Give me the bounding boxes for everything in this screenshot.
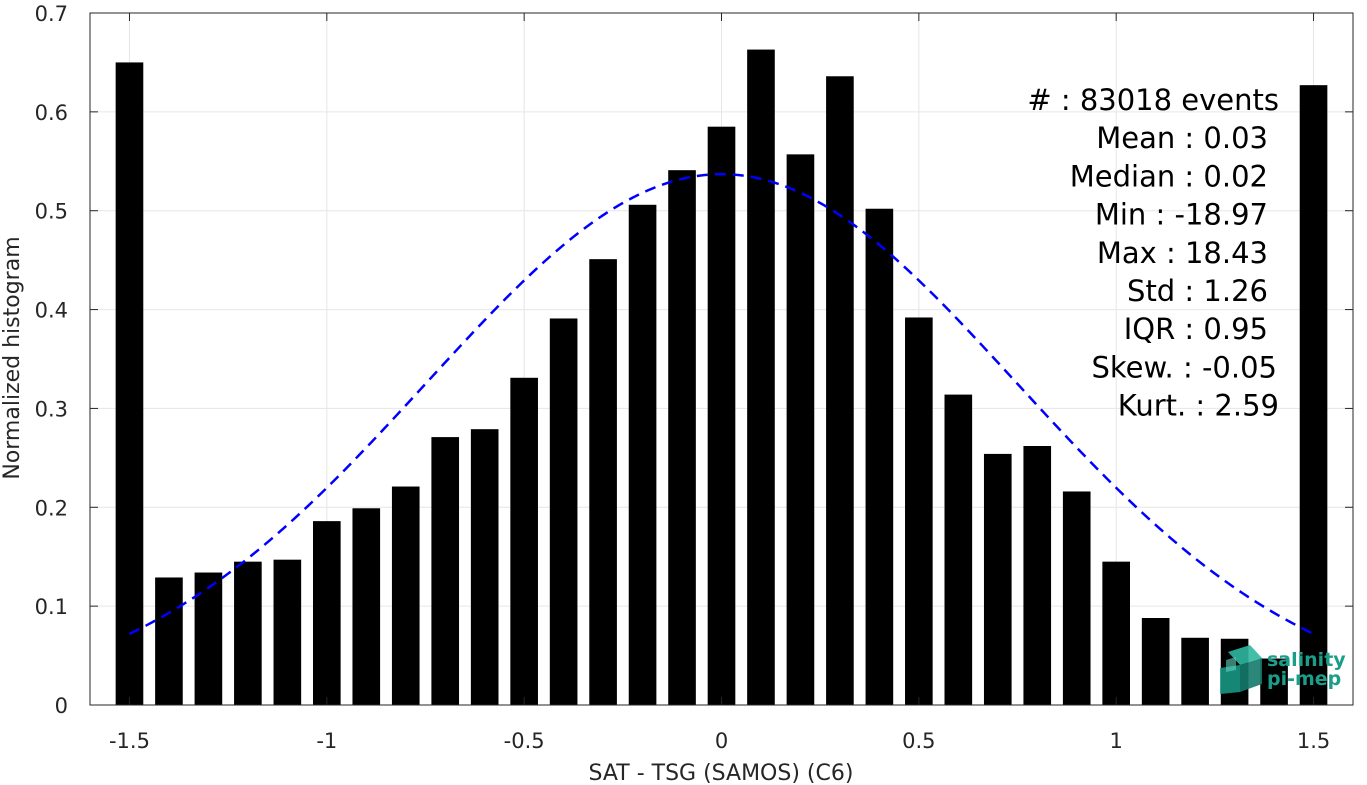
stat-line: Max : 18.43 <box>1097 236 1268 270</box>
histogram-bar <box>155 577 183 705</box>
histogram-bar <box>786 154 815 705</box>
histogram-bar <box>431 437 460 705</box>
stat-line: # : 83018 events <box>1027 83 1279 117</box>
histogram-bar <box>391 486 420 705</box>
y-tick-label: 0.3 <box>35 397 68 421</box>
y-tick-label: 0.6 <box>35 101 68 125</box>
x-axis-label: SAT - TSG (SAMOS) (C6) <box>589 761 854 785</box>
stat-line: Kurt. : 2.59 <box>1118 389 1279 423</box>
histogram-bar <box>115 62 144 705</box>
histogram-bar <box>1062 491 1091 705</box>
gaussian-fit-curve <box>128 172 1315 636</box>
y-tick-label: 0 <box>55 694 68 718</box>
histogram-bar <box>312 521 341 705</box>
stat-line: IQR : 0.95 <box>1124 312 1268 346</box>
x-tick-label: -1 <box>316 729 337 753</box>
stat-line: Std : 1.26 <box>1127 274 1268 308</box>
histogram-bar <box>983 453 1012 705</box>
histogram-bar <box>826 76 854 706</box>
histogram-bar <box>707 126 736 705</box>
bars <box>115 49 1328 706</box>
histogram-bar <box>589 259 617 705</box>
y-tick-label: 0.5 <box>35 200 68 224</box>
histogram-bar <box>352 508 381 705</box>
histogram-bar <box>865 208 894 706</box>
histogram-bar <box>944 394 973 705</box>
stat-line: Mean : 0.03 <box>1096 121 1268 155</box>
histogram-bar <box>1181 637 1209 705</box>
histogram-bar <box>628 204 657 706</box>
salinity-pi-mep-logo: salinity pi-mep <box>1220 645 1346 694</box>
histogram-bar <box>747 49 775 705</box>
histogram-bar <box>905 317 933 705</box>
stat-line: Skew. : -0.05 <box>1091 350 1277 384</box>
histogram-bar <box>1102 561 1131 705</box>
y-tick-label: 0.1 <box>35 595 68 619</box>
histogram-bar <box>273 559 302 705</box>
x-tick-label: 1.5 <box>1297 729 1330 753</box>
histogram-bar <box>549 318 578 705</box>
stat-line: Median : 0.02 <box>1070 159 1268 193</box>
histogram-bar <box>234 561 262 705</box>
y-tick-label: 0.2 <box>35 496 68 520</box>
y-tick-label: 0.4 <box>35 299 68 323</box>
y-tick-labels: 0 0.1 0.2 0.3 0.4 0.5 0.6 0.7 <box>35 2 68 718</box>
histogram-bar <box>1299 85 1328 705</box>
axis-ticks <box>90 12 1353 706</box>
y-tick-label: 0.7 <box>35 2 68 26</box>
x-tick-labels: -1.5 -1 -0.5 0 0.5 1 1.5 <box>109 729 1330 753</box>
logo-text-salinity: salinity <box>1267 649 1346 671</box>
x-tick-label: 0 <box>715 729 728 753</box>
statistics-annotation: # : 83018 events Mean : 0.03 Median : 0.02… <box>1027 83 1279 423</box>
logo-text-pi-mep: pi-mep <box>1267 668 1341 690</box>
x-tick-label: 0.5 <box>902 729 935 753</box>
histogram-bar <box>1141 618 1170 705</box>
y-axis-label: Normalized histogram <box>0 236 25 479</box>
cube-icon <box>1220 645 1262 694</box>
histogram-bar <box>510 377 538 705</box>
histogram-bar <box>194 572 223 705</box>
histogram-bar <box>1023 445 1052 705</box>
histogram-bar <box>470 429 499 705</box>
histogram-bar <box>1260 658 1288 705</box>
x-tick-label: 1 <box>1110 729 1123 753</box>
x-tick-label: -0.5 <box>504 729 545 753</box>
x-tick-label: -1.5 <box>109 729 150 753</box>
histogram-bar <box>668 170 696 705</box>
stat-line: Min : -18.97 <box>1095 198 1268 232</box>
